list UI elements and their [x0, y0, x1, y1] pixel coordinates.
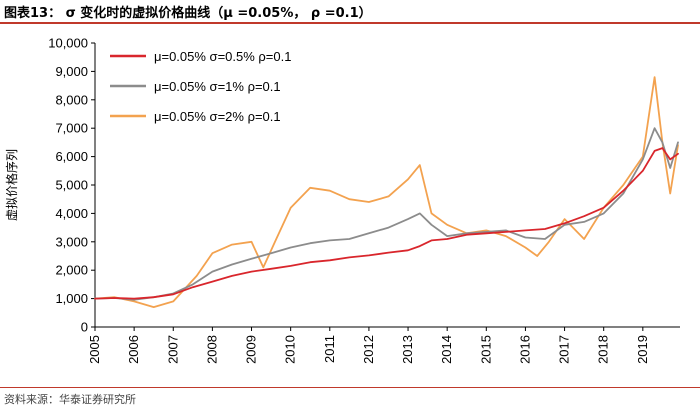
x-tick-label: 2005 — [87, 335, 102, 364]
x-tick-label: 2006 — [126, 335, 141, 364]
y-tick-label: 2,000 — [55, 263, 88, 278]
x-tick-label: 2010 — [283, 335, 298, 364]
y-tick-label: 10,000 — [48, 36, 88, 51]
y-tick-label: 7,000 — [55, 121, 88, 136]
series-line-1 — [94, 147, 679, 300]
footer-divider — [0, 387, 700, 388]
legend-label-1: μ=0.05% σ=0.5% ρ=0.1 — [154, 49, 291, 64]
x-tick-label: 2013 — [400, 335, 415, 364]
y-tick-label: 3,000 — [55, 234, 88, 249]
x-tick-label: 2016 — [517, 335, 532, 364]
title-divider — [0, 22, 700, 24]
x-tick-label: 2014 — [439, 335, 454, 364]
x-tick-label: 2011 — [322, 335, 337, 363]
y-tick-label: 5,000 — [55, 178, 88, 193]
x-tick-label: 2007 — [165, 335, 180, 364]
legend-label-3: μ=0.05% σ=2% ρ=0.1 — [154, 109, 281, 124]
y-axis: 0 1,000 2,000 3,000 4,000 5,000 6,000 7,000 8,00… — [48, 36, 96, 335]
x-tick-label: 2019 — [635, 335, 650, 364]
y-tick-label: 4,000 — [55, 206, 88, 221]
y-axis-label: 虚拟价格序列 — [4, 149, 19, 221]
x-tick-label: 2012 — [361, 335, 376, 364]
y-tick-label: 6,000 — [55, 149, 88, 164]
x-axis: 2005 2006 2007 2008 2009 2010 2011 2012 2013 2014… — [87, 326, 680, 364]
x-tick-label: 2008 — [204, 335, 219, 364]
series-lines — [94, 76, 679, 309]
series-line-2 — [94, 127, 679, 301]
source-note: 资料来源：华泰证券研究所 — [4, 393, 136, 406]
y-tick-label: 0 — [81, 320, 88, 335]
figure-title: 图表13： σ 变化时的虚拟价格曲线（μ =0.05%， ρ =0.1） — [4, 6, 372, 21]
y-tick-label: 8,000 — [55, 92, 88, 107]
y-tick-label: 9,000 — [55, 64, 88, 79]
x-tick-label: 2018 — [596, 335, 611, 364]
x-tick-label: 2009 — [244, 335, 259, 364]
legend: μ=0.05% σ=0.5% ρ=0.1 μ=0.05% σ=1% ρ=0.1 μ=… — [110, 49, 291, 124]
legend-label-2: μ=0.05% σ=1% ρ=0.1 — [154, 79, 281, 94]
y-tick-label: 1,000 — [55, 291, 88, 306]
x-tick-label: 2015 — [478, 335, 493, 364]
x-tick-label: 2017 — [557, 335, 572, 364]
line-chart: 0 1,000 2,000 3,000 4,000 5,000 6,000 7,000 8,00… — [4, 36, 680, 364]
